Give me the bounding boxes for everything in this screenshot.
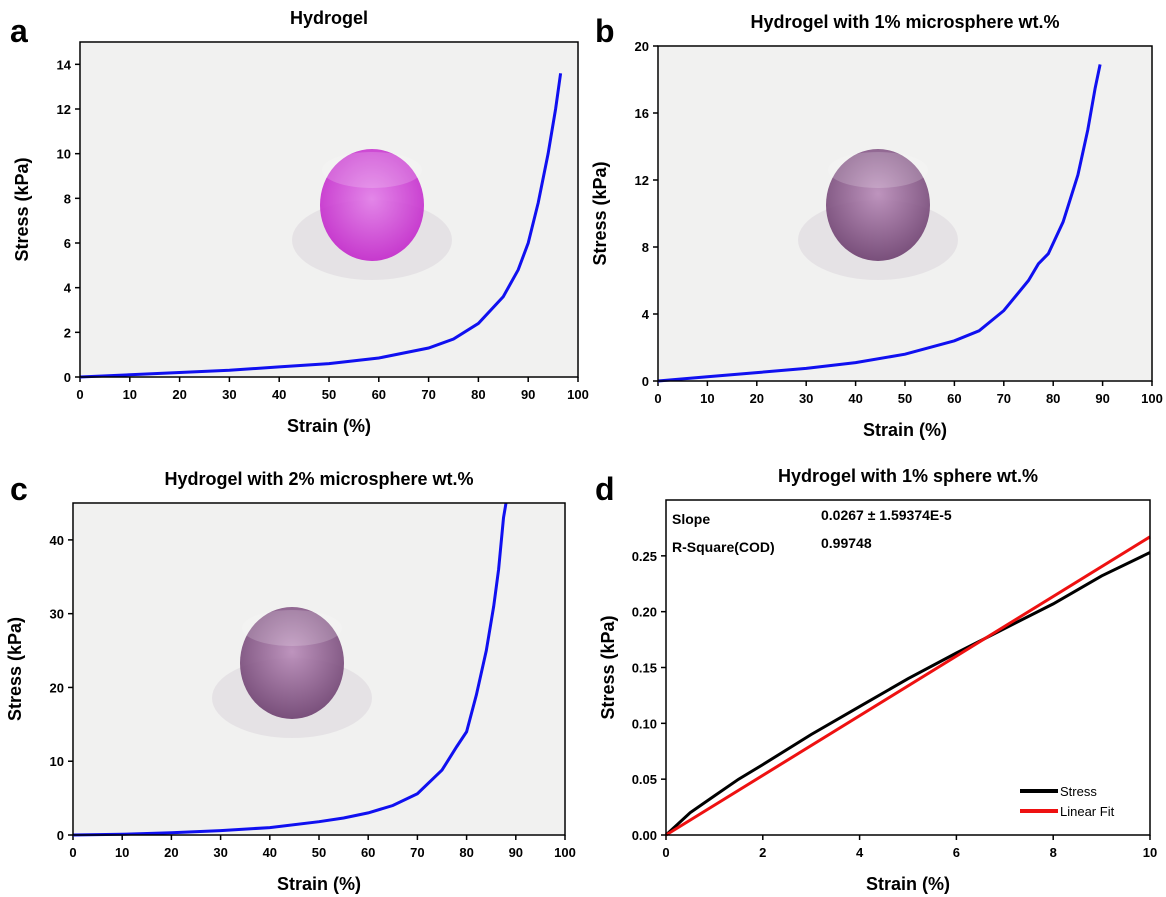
x-tick-label: 80 (471, 387, 485, 402)
y-tick-label: 4 (64, 281, 72, 296)
panel-label: a (10, 13, 28, 49)
y-tick-label: 16 (635, 106, 649, 121)
x-tick-label: 2 (759, 845, 766, 860)
x-tick-label: 70 (410, 845, 424, 860)
x-tick-label: 60 (372, 387, 386, 402)
y-axis-label: Stress (kPa) (598, 615, 618, 719)
x-tick-label: 40 (272, 387, 286, 402)
y-tick-label: 0 (64, 370, 71, 385)
x-axis-label: Strain (%) (863, 420, 947, 440)
annotation-value: 0.0267 ± 1.59374E-5 (821, 507, 952, 523)
figure: aHydrogelStrain (%)Stress (kPa)010203040… (0, 0, 1166, 897)
x-tick-label: 10 (700, 391, 714, 406)
y-axis-label: Stress (kPa) (590, 161, 610, 265)
y-tick-label: 8 (642, 240, 649, 255)
legend-label: Stress (1060, 784, 1097, 799)
x-tick-label: 100 (554, 845, 576, 860)
x-tick-label: 60 (361, 845, 375, 860)
y-tick-label: 0.20 (632, 605, 657, 620)
x-tick-label: 10 (123, 387, 137, 402)
x-axis-label: Strain (%) (277, 874, 361, 894)
x-tick-label: 0 (662, 845, 669, 860)
chart-title: Hydrogel (290, 8, 368, 28)
x-tick-label: 4 (856, 845, 864, 860)
y-tick-label: 0.10 (632, 716, 657, 731)
x-tick-label: 70 (421, 387, 435, 402)
y-tick-label: 0.05 (632, 772, 657, 787)
y-tick-label: 20 (635, 39, 649, 54)
x-tick-label: 0 (69, 845, 76, 860)
y-tick-label: 6 (64, 236, 71, 251)
panel-label: d (595, 471, 615, 507)
y-tick-label: 8 (64, 191, 71, 206)
chart-title: Hydrogel with 1% microsphere wt.% (750, 12, 1059, 32)
y-axis-label: Stress (kPa) (5, 617, 25, 721)
x-tick-label: 60 (947, 391, 961, 406)
y-axis-label: Stress (kPa) (12, 157, 32, 261)
x-tick-label: 90 (521, 387, 535, 402)
x-tick-label: 70 (997, 391, 1011, 406)
x-tick-label: 10 (115, 845, 129, 860)
y-tick-label: 0.15 (632, 661, 657, 676)
panel-label: c (10, 471, 28, 507)
x-tick-label: 100 (1141, 391, 1163, 406)
y-tick-label: 0 (642, 374, 649, 389)
y-tick-label: 30 (50, 607, 64, 622)
x-tick-label: 50 (312, 845, 326, 860)
x-tick-label: 80 (459, 845, 473, 860)
y-tick-label: 0.00 (632, 828, 657, 843)
annotation-label: Slope (672, 511, 710, 527)
x-tick-label: 30 (799, 391, 813, 406)
x-axis-label: Strain (%) (287, 416, 371, 436)
y-tick-label: 20 (50, 680, 64, 695)
x-tick-label: 50 (322, 387, 336, 402)
y-tick-label: 4 (642, 307, 650, 322)
chart-title: Hydrogel with 1% sphere wt.% (778, 466, 1038, 486)
x-tick-label: 20 (172, 387, 186, 402)
x-tick-label: 20 (750, 391, 764, 406)
x-axis-label: Strain (%) (866, 874, 950, 894)
x-tick-label: 10 (1143, 845, 1157, 860)
x-tick-label: 0 (76, 387, 83, 402)
annotation-value: 0.99748 (821, 535, 872, 551)
x-tick-label: 40 (263, 845, 277, 860)
y-tick-label: 12 (57, 102, 71, 117)
x-tick-label: 50 (898, 391, 912, 406)
x-tick-label: 40 (848, 391, 862, 406)
annotation-label: R-Square(COD) (672, 539, 775, 555)
y-tick-label: 0 (57, 828, 64, 843)
y-tick-label: 14 (57, 57, 72, 72)
legend-label: Linear Fit (1060, 804, 1115, 819)
x-tick-label: 6 (953, 845, 960, 860)
panel-label: b (595, 13, 615, 49)
sample-top (242, 610, 342, 646)
x-tick-label: 30 (222, 387, 236, 402)
y-tick-label: 2 (64, 325, 71, 340)
x-tick-label: 20 (164, 845, 178, 860)
x-tick-label: 90 (1095, 391, 1109, 406)
x-tick-label: 30 (213, 845, 227, 860)
y-tick-label: 0.25 (632, 549, 657, 564)
x-tick-label: 8 (1050, 845, 1057, 860)
sample-top (828, 152, 928, 188)
x-tick-label: 80 (1046, 391, 1060, 406)
x-tick-label: 100 (567, 387, 589, 402)
y-tick-label: 10 (50, 754, 64, 769)
y-tick-label: 12 (635, 173, 649, 188)
x-tick-label: 90 (509, 845, 523, 860)
sample-top (322, 152, 422, 188)
y-tick-label: 40 (50, 533, 64, 548)
y-tick-label: 10 (57, 147, 71, 162)
x-tick-label: 0 (654, 391, 661, 406)
chart-title: Hydrogel with 2% microsphere wt.% (164, 469, 473, 489)
